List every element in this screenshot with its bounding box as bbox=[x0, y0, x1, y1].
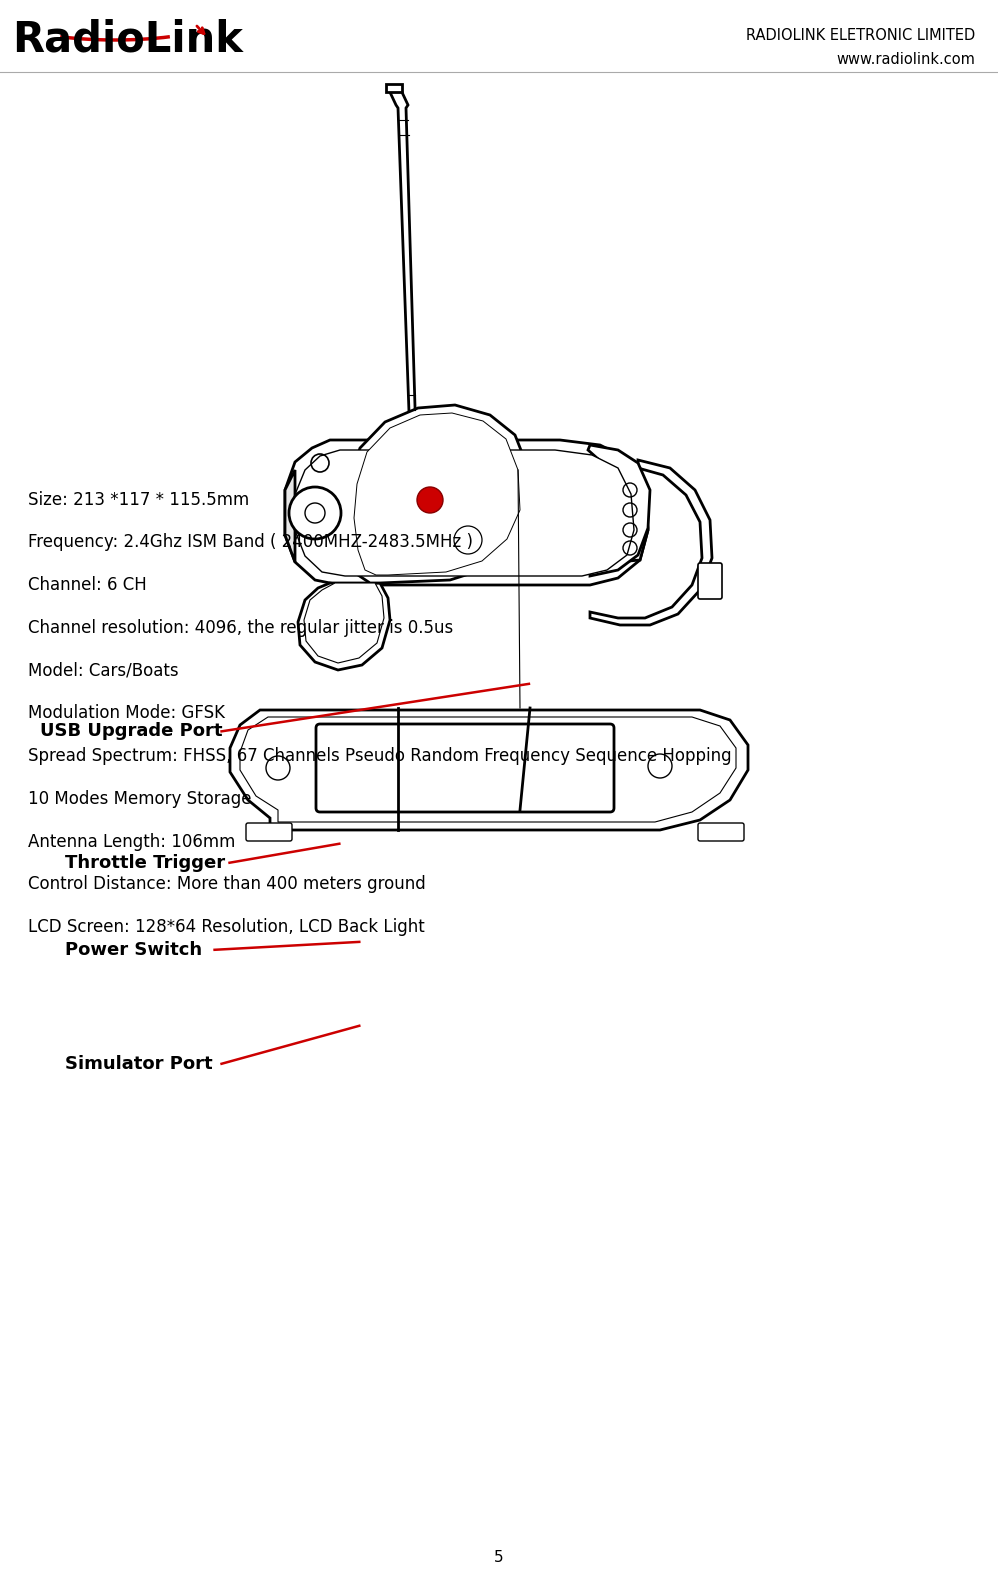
Text: Size: 213 *117 * 115.5mm: Size: 213 *117 * 115.5mm bbox=[28, 491, 250, 508]
Text: www.radiolink.com: www.radiolink.com bbox=[836, 52, 975, 66]
Polygon shape bbox=[618, 461, 648, 562]
Text: Throttle Trigger: Throttle Trigger bbox=[65, 853, 225, 872]
Text: USB Upgrade Port: USB Upgrade Port bbox=[40, 722, 223, 741]
Polygon shape bbox=[285, 440, 648, 586]
Text: 5: 5 bbox=[494, 1550, 504, 1566]
Text: Model: Cars/Boats: Model: Cars/Boats bbox=[28, 662, 179, 679]
Text: RADIOLINK ELETRONIC LIMITED: RADIOLINK ELETRONIC LIMITED bbox=[746, 28, 975, 43]
Text: Modulation Mode: GFSK: Modulation Mode: GFSK bbox=[28, 704, 225, 722]
Text: Frequency: 2.4Ghz ISM Band ( 2400MHZ-2483.5MHz ): Frequency: 2.4Ghz ISM Band ( 2400MHZ-248… bbox=[28, 533, 473, 551]
Text: Control Distance: More than 400 meters ground: Control Distance: More than 400 meters g… bbox=[28, 875, 426, 893]
Text: Channel: 6 CH: Channel: 6 CH bbox=[28, 576, 147, 594]
Polygon shape bbox=[296, 450, 634, 576]
Circle shape bbox=[417, 488, 443, 513]
Text: Spread Spectrum: FHSS, 67 Channels Pseudo Random Frequency Sequence Hopping: Spread Spectrum: FHSS, 67 Channels Pseud… bbox=[28, 747, 732, 765]
FancyBboxPatch shape bbox=[316, 723, 614, 812]
Polygon shape bbox=[230, 711, 748, 829]
Polygon shape bbox=[386, 84, 402, 92]
Text: Antenna Length: 106mm: Antenna Length: 106mm bbox=[28, 833, 236, 850]
Polygon shape bbox=[240, 717, 736, 822]
Text: Channel resolution: 4096, the regular jitter is 0.5us: Channel resolution: 4096, the regular ji… bbox=[28, 619, 453, 636]
Polygon shape bbox=[345, 405, 530, 583]
Polygon shape bbox=[285, 470, 295, 562]
Text: LCD Screen: 128*64 Resolution, LCD Back Light: LCD Screen: 128*64 Resolution, LCD Back … bbox=[28, 918, 425, 936]
Polygon shape bbox=[388, 89, 416, 440]
Text: Power Switch: Power Switch bbox=[65, 940, 202, 959]
Text: RadioLink: RadioLink bbox=[12, 17, 243, 60]
Polygon shape bbox=[304, 583, 384, 663]
FancyBboxPatch shape bbox=[698, 823, 744, 841]
Polygon shape bbox=[298, 583, 390, 670]
Polygon shape bbox=[588, 445, 650, 576]
Text: Simulator Port: Simulator Port bbox=[65, 1054, 213, 1073]
Circle shape bbox=[305, 503, 325, 522]
Text: 10 Modes Memory Storage: 10 Modes Memory Storage bbox=[28, 790, 251, 807]
Polygon shape bbox=[590, 461, 712, 625]
FancyBboxPatch shape bbox=[246, 823, 292, 841]
Circle shape bbox=[289, 488, 341, 538]
Polygon shape bbox=[354, 413, 520, 575]
FancyBboxPatch shape bbox=[698, 564, 722, 598]
